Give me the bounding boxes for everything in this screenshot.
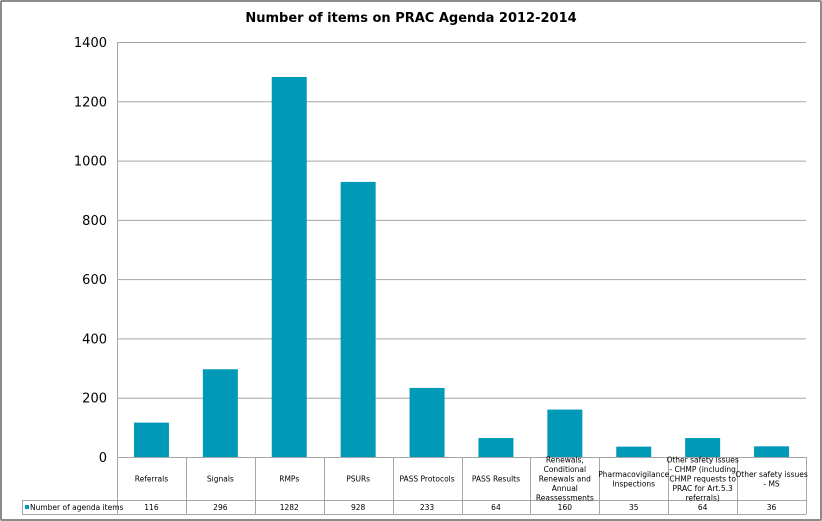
category-label: referrals) bbox=[685, 494, 719, 503]
bar bbox=[409, 387, 445, 457]
legend-swatch bbox=[25, 505, 29, 509]
y-tick-label: 200 bbox=[82, 392, 107, 407]
bar bbox=[202, 369, 238, 457]
chart-title: Number of items on PRAC Agenda 2012-2014 bbox=[245, 11, 576, 26]
category-label: PASS Results bbox=[472, 475, 520, 484]
y-tick-label: 1200 bbox=[74, 95, 107, 110]
bar bbox=[616, 446, 652, 457]
category-label: Renewals and bbox=[539, 475, 591, 484]
category-label: RMPs bbox=[279, 475, 299, 484]
category-label: Conditional bbox=[544, 465, 586, 474]
data-label: 36 bbox=[767, 503, 777, 512]
y-tick-label: 1000 bbox=[74, 155, 107, 170]
category-label: PRAC for Art.5.3 bbox=[673, 484, 733, 493]
data-label: 64 bbox=[491, 503, 501, 512]
y-tick-label: 0 bbox=[99, 451, 107, 466]
bar bbox=[685, 438, 721, 457]
y-tick-label: 400 bbox=[82, 332, 107, 347]
category-label: Annual bbox=[552, 484, 578, 493]
y-tick-label: 600 bbox=[82, 273, 107, 288]
category-label: Inspections bbox=[612, 479, 655, 488]
category-label: Signals bbox=[207, 475, 234, 484]
category-label: CHMP requests to bbox=[669, 475, 736, 484]
bar bbox=[340, 181, 376, 457]
data-label: 35 bbox=[629, 503, 639, 512]
data-label: 296 bbox=[213, 503, 228, 512]
data-label: 233 bbox=[420, 503, 435, 512]
category-label: Other safety issues bbox=[735, 470, 807, 479]
bar bbox=[547, 409, 583, 457]
category-label: Renewals, bbox=[546, 456, 584, 465]
data-label: 1282 bbox=[280, 503, 299, 512]
category-label: - MS bbox=[763, 479, 780, 488]
bar bbox=[271, 76, 307, 457]
y-tick-label: 1400 bbox=[74, 36, 107, 51]
category-label: Other safety issues bbox=[666, 456, 738, 465]
category-label: - CHMP (including bbox=[669, 465, 736, 474]
legend-label: Number of agenda items bbox=[30, 503, 124, 512]
data-label: 160 bbox=[558, 503, 573, 512]
category-label: PASS Protocols bbox=[399, 475, 454, 484]
data-label: 116 bbox=[144, 503, 159, 512]
bar bbox=[754, 446, 790, 457]
bar bbox=[133, 422, 169, 457]
category-label: PSURs bbox=[346, 475, 370, 484]
category-label: Referrals bbox=[135, 475, 168, 484]
data-label: 64 bbox=[698, 503, 708, 512]
data-label: 928 bbox=[351, 503, 366, 512]
category-label: Pharmacovigilance bbox=[598, 470, 669, 479]
bar bbox=[478, 438, 514, 457]
y-tick-label: 800 bbox=[82, 214, 107, 229]
category-label: Reassessments bbox=[536, 494, 594, 503]
